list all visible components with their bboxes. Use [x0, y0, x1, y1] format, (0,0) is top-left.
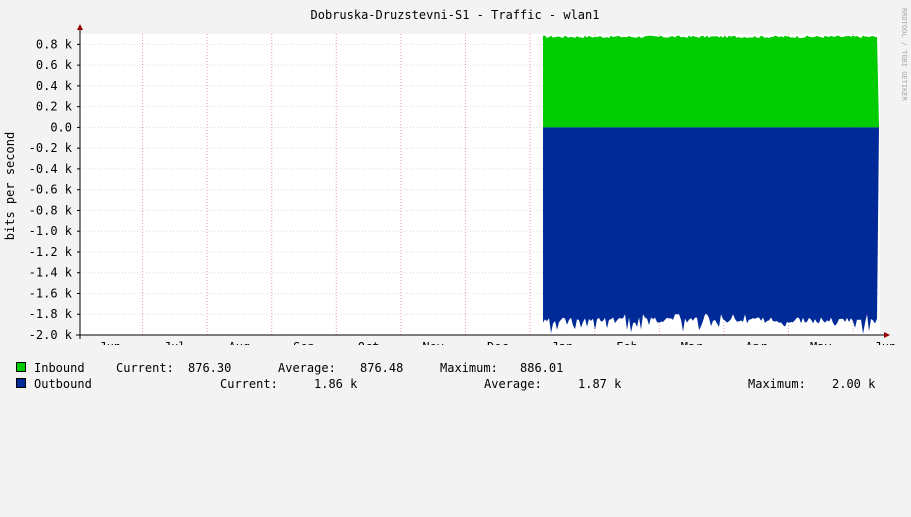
y-tick-label-2: 0.4 k [36, 79, 73, 93]
x-tick-label-7: Jan [552, 340, 574, 345]
y-tick-label-0: 0.8 k [36, 37, 73, 51]
y-tick-label-7: -0.6 k [29, 183, 73, 197]
y-tick-label-11: -1.4 k [29, 266, 73, 280]
legend-outbound-maximum-label: Maximum: [748, 377, 806, 391]
y-tick-label-5: -0.2 k [29, 141, 73, 155]
x-tick-label-0: Jun [99, 340, 121, 345]
legend-inbound-maximum-label: Maximum: [440, 361, 498, 375]
axes [76, 24, 890, 339]
y-tick-label-13: -1.8 k [29, 307, 73, 321]
x-tick-label-5: Nov [422, 340, 444, 345]
y-tick-label-14: -2.0 k [29, 328, 73, 342]
x-tick-label-3: Sep [293, 340, 315, 345]
watermark: RRDTOOL / TOBI OETIKER [900, 8, 908, 102]
y-axis-label: bits per second [3, 132, 17, 240]
series-inbound-area [543, 35, 879, 128]
x-tick-labels: Jun Jul Aug Sep Oct Nov Dec Jan Feb Mar Apr May Jun [99, 340, 897, 354]
data-areas [543, 35, 879, 334]
legend-inbound: Inbound Current: 876.30 Average: 876.48 … [16, 361, 896, 375]
x-tick-label-12: Jun [875, 340, 897, 345]
legend-outbound-average-label: Average: [484, 377, 542, 391]
legend-outbound-current: 1.86 k [314, 377, 358, 391]
y-tick-labels: 0.8 k 0.6 k 0.4 k 0.2 k 0.0 -0.2 k -0.4 k -0.6 … [29, 37, 73, 342]
x-tick-label-4: Oct [358, 340, 380, 345]
legend-outbound-name: Outbound [34, 377, 92, 391]
legend-inbound-current: 876.30 [188, 361, 232, 375]
y-tick-label-4: 0.0 [50, 120, 72, 134]
y-axis-arrow [77, 24, 83, 30]
x-tick-label-9: Mar [681, 340, 703, 345]
legend-inbound-current-label: Current: [116, 361, 174, 375]
legend-outbound-swatch [16, 378, 26, 388]
legend-inbound-swatch [16, 362, 26, 372]
legend-inbound-average: 876.48 [360, 361, 404, 375]
series-outbound-area [543, 127, 879, 334]
x-tick-label-2: Aug [229, 340, 251, 345]
chart-svg: Dobruska-Druzstevni-S1 - Traffic - wlan1… [3, 8, 908, 354]
legend-inbound-name: Inbound [34, 361, 85, 375]
chart-title: Dobruska-Druzstevni-S1 - Traffic - wlan1 [311, 8, 600, 22]
legend-outbound: Outbound Current: 1.86 k Average: 1.87 k… [16, 377, 896, 391]
legend-inbound-average-label: Average: [278, 361, 336, 375]
x-tick-label-6: Dec [487, 340, 509, 345]
legend-outbound-average: 1.87 k [578, 377, 622, 391]
y-tick-label-9: -1.0 k [29, 224, 73, 238]
y-tick-label-1: 0.6 k [36, 58, 73, 72]
legend-outbound-current-label: Current: [220, 377, 278, 391]
x-tick-label-11: May [810, 340, 832, 345]
x-tick-label-8: Feb [616, 340, 638, 345]
y-tick-label-8: -0.8 k [29, 203, 73, 217]
legend-outbound-maximum: 2.00 k [832, 377, 876, 391]
x-tick-label-1: Jul [164, 340, 186, 345]
traffic-graph: Dobruska-Druzstevni-S1 - Traffic - wlan1… [3, 8, 908, 391]
legend-inbound-maximum: 886.01 [520, 361, 564, 375]
y-tick-label-6: -0.4 k [29, 162, 73, 176]
y-tick-label-12: -1.6 k [29, 286, 73, 300]
y-tick-label-10: -1.2 k [29, 245, 73, 259]
x-axis-arrow [884, 332, 890, 338]
x-tick-label-10: Apr [745, 340, 767, 345]
y-tick-label-3: 0.2 k [36, 100, 73, 114]
